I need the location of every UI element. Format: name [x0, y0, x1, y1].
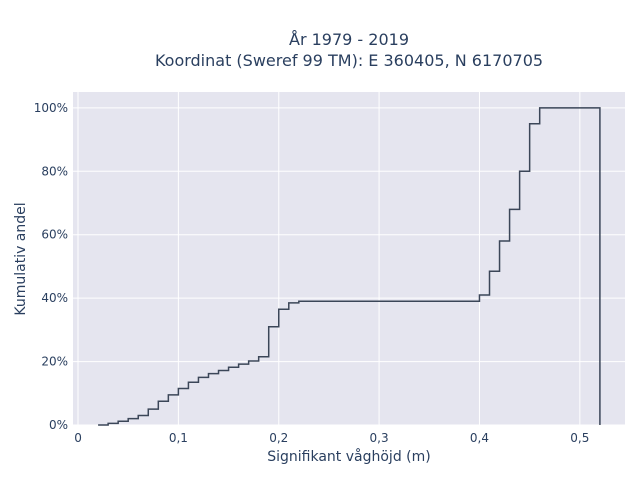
y-tick-label: 80%: [41, 164, 68, 178]
chart-title-line-1: År 1979 - 2019: [289, 30, 409, 49]
x-tick-label: 0,4: [470, 431, 489, 445]
chart-title-line-2: Koordinat (Sweref 99 TM): E 360405, N 61…: [155, 51, 543, 70]
grid: [73, 92, 625, 426]
x-tick-label: 0,1: [169, 431, 188, 445]
x-tick-label: 0: [74, 431, 82, 445]
x-axis-title: Signifikant våghöjd (m): [267, 448, 430, 465]
plot-area: [73, 92, 625, 425]
y-tick-label: 40%: [41, 291, 68, 305]
y-axis-title: Kumulativ andel: [13, 202, 29, 315]
x-tick-label: 0,3: [370, 431, 389, 445]
tick-labels: 0 0,1 0,2 0,3 0,4 0,5 0% 20% 40% 60% 80% 100%: [34, 101, 590, 445]
series: [98, 107, 601, 426]
y-tick-label: 20%: [41, 355, 68, 369]
y-tick-label: 60%: [41, 228, 68, 242]
x-tick-label: 0,2: [269, 431, 288, 445]
cumulative-step-line: [98, 107, 601, 426]
y-tick-label: 100%: [34, 101, 68, 115]
x-tick-label: 0,5: [570, 431, 589, 445]
y-tick-label: 0%: [49, 418, 68, 432]
